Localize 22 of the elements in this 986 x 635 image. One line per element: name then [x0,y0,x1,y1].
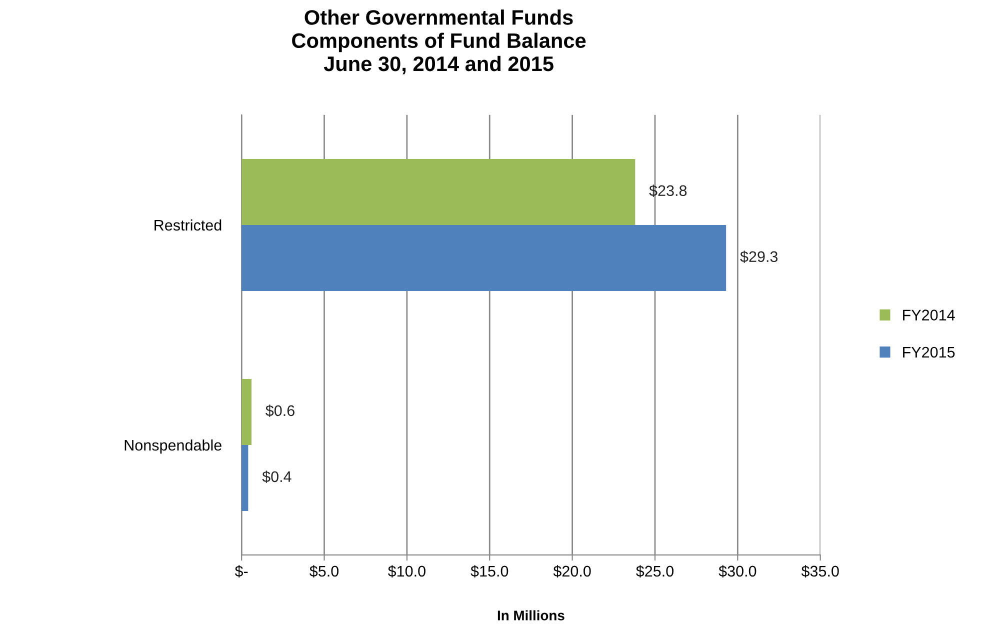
y-tick-label: Nonspendable [124,439,222,454]
x-tick-label: $10.0 [388,565,426,578]
data-label: $0.4 [262,470,292,483]
y-tick-label: Restricted [154,219,222,231]
x-tick-label: $15.0 [470,565,508,578]
bar [242,444,248,511]
legend-label: FY2015 [903,346,955,358]
legend-label: FY2014 [903,310,955,320]
data-label: $29.3 [740,250,778,263]
bar [242,158,636,225]
x-tick-label: $25.0 [636,565,674,578]
bar [242,224,726,291]
bar [242,378,252,445]
data-label: $23.8 [649,184,687,197]
chart-title: Other Governmental Funds Components of Fund Balance June 30, 2014 and 2015 [292,10,586,74]
x-axis-title: In Millions [498,610,564,620]
x-tick-label: $5.0 [310,565,339,578]
x-tick-label: $30.0 [718,565,756,578]
data-label: $0.6 [266,404,294,417]
x-tick-label: $35.0 [801,565,839,578]
x-tick-label: $- [234,565,248,578]
x-tick-label: $20.0 [553,565,591,578]
